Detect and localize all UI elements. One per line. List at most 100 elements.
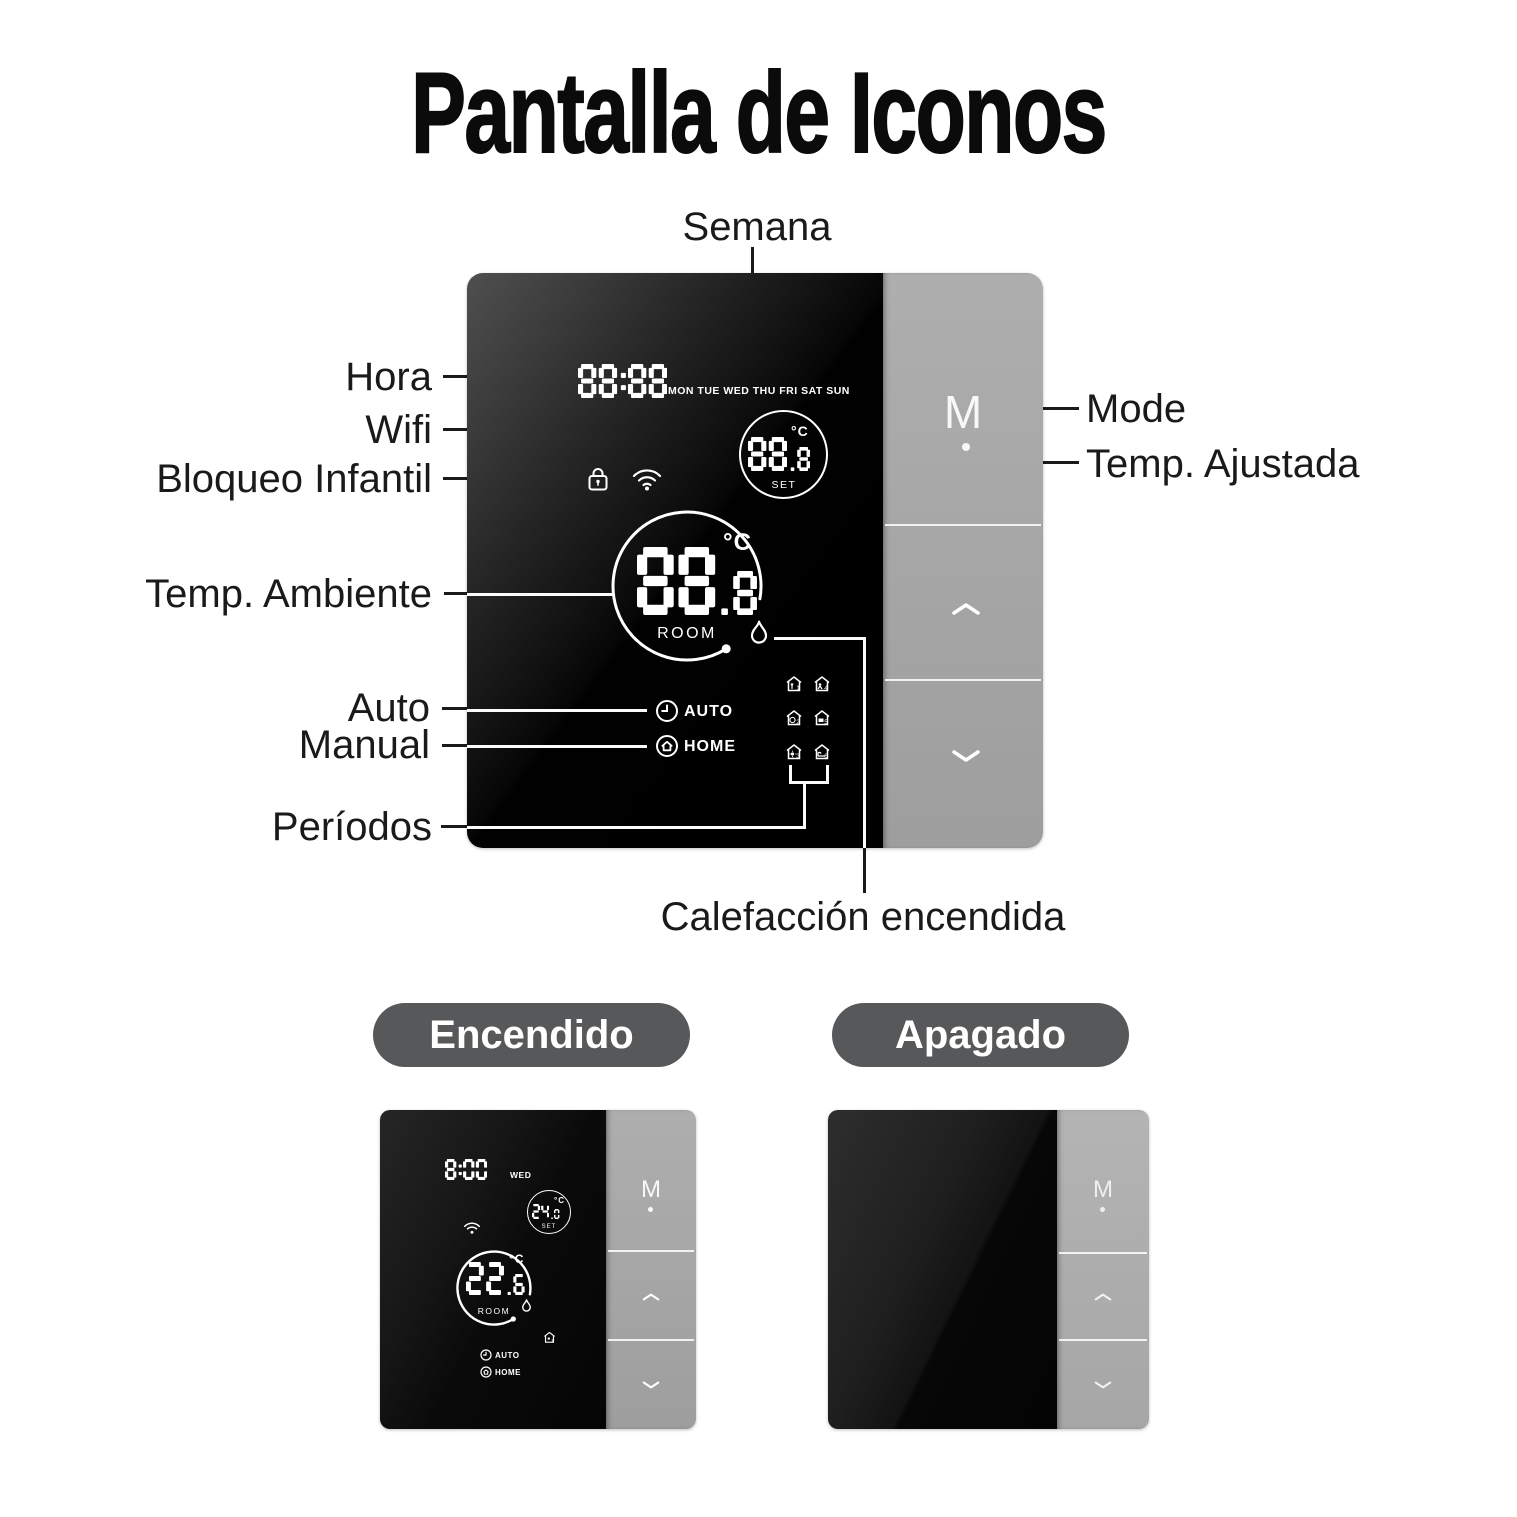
auto-mode-label: AUTO xyxy=(684,703,734,720)
on-auto-clock-icon xyxy=(480,1349,492,1361)
up-button-icon xyxy=(951,601,981,617)
callout-hora: Hora xyxy=(345,355,432,399)
wifi-icon xyxy=(631,465,663,491)
period-icon-2: 2 xyxy=(785,709,803,727)
callout-bloqueo-infantil: Bloqueo Infantil xyxy=(156,457,432,501)
on-thermostat-screen: WED °C SET °C ROOM 1 xyxy=(380,1110,606,1429)
room-temp-decimal xyxy=(720,571,757,615)
on-wifi-icon xyxy=(463,1220,481,1235)
on-week-day: WED xyxy=(510,1170,532,1180)
room-temp-unit: °C xyxy=(723,529,752,556)
panel-divider xyxy=(885,524,1041,526)
svg-text:2: 2 xyxy=(796,719,800,726)
off-mode-button-dot xyxy=(1100,1207,1105,1212)
period-icon-4: 4 xyxy=(813,675,831,693)
panel-divider xyxy=(1059,1339,1147,1341)
on-room-temp-display xyxy=(466,1262,504,1295)
room-temp-display xyxy=(637,547,716,615)
off-button-panel: M xyxy=(1057,1110,1149,1429)
home-mode-label: HOME xyxy=(684,738,736,755)
on-set-temp-decimal xyxy=(551,1209,560,1219)
pointer-line-periodos-bracket-r xyxy=(826,765,829,782)
period-icon-1: 1 xyxy=(785,675,803,693)
auto-clock-icon xyxy=(655,699,679,723)
room-temp-arc xyxy=(609,508,765,664)
home-icon xyxy=(655,734,679,758)
flame-icon xyxy=(747,620,771,648)
callout-manual: Manual xyxy=(298,723,430,767)
room-label: ROOM xyxy=(657,625,717,642)
pointer-line-temp-ambiente xyxy=(444,592,468,595)
svg-text:4: 4 xyxy=(824,685,828,692)
on-period-icon: 1 xyxy=(543,1331,556,1344)
pointer-line-periodos-bracket xyxy=(789,781,829,784)
pointer-line-temp-ambiente-in xyxy=(467,593,613,596)
callout-calefaccion: Calefacción encendida xyxy=(660,895,1066,939)
on-clock-display xyxy=(445,1159,488,1180)
set-temp-decimal xyxy=(790,447,811,471)
svg-text:1: 1 xyxy=(551,1338,554,1343)
off-up-button-icon xyxy=(1094,1292,1112,1302)
off-mode-button: M xyxy=(1093,1176,1113,1203)
main-thermostat: MON TUE WED THU FRI SAT SUN °C SET °C RO… xyxy=(467,273,1043,848)
pointer-line-periodos xyxy=(441,825,468,828)
period-icon-5: 5 xyxy=(813,709,831,727)
period-icon-6: 6 xyxy=(813,743,831,761)
main-thermostat-screen: MON TUE WED THU FRI SAT SUN °C SET °C RO… xyxy=(467,273,883,848)
main-button-panel: M xyxy=(883,273,1043,848)
on-set-label: SET xyxy=(541,1224,557,1230)
callout-auto: Auto xyxy=(347,686,430,730)
week-days: MON TUE WED THU FRI SAT SUN xyxy=(668,385,850,397)
on-button-panel: M xyxy=(606,1110,696,1429)
set-temp-display xyxy=(748,437,788,471)
svg-text:3: 3 xyxy=(796,753,800,760)
panel-divider xyxy=(608,1250,694,1252)
period-icon-3: 3 xyxy=(785,743,803,761)
panel-divider xyxy=(608,1339,694,1341)
callout-semana: Semana xyxy=(682,205,832,249)
panel-divider xyxy=(885,679,1041,681)
pointer-line-periodos-stem xyxy=(803,783,806,828)
pointer-line-auto xyxy=(442,707,468,710)
state-badge-off: Apagado xyxy=(832,1003,1129,1067)
mode-button: M xyxy=(943,386,983,438)
child-lock-icon xyxy=(588,467,608,491)
callout-temp-ambiente: Temp. Ambiente xyxy=(145,572,432,616)
off-thermostat: M xyxy=(828,1110,1149,1429)
pointer-line-manual-in xyxy=(467,745,647,748)
on-mode-button-dot xyxy=(648,1207,653,1212)
panel-divider xyxy=(1059,1252,1147,1254)
set-temp-circle xyxy=(739,410,828,499)
callout-periodos: Períodos xyxy=(271,805,432,849)
set-label: SET xyxy=(771,479,797,491)
off-down-button-icon xyxy=(1094,1380,1112,1390)
mode-button-dot xyxy=(962,443,970,451)
on-flame-icon xyxy=(520,1299,533,1314)
pointer-line-calefaccion-h xyxy=(774,637,865,640)
on-room-temp-decimal xyxy=(507,1274,525,1295)
on-auto-label: AUTO xyxy=(495,1351,520,1360)
svg-text:1: 1 xyxy=(796,685,800,692)
svg-text:5: 5 xyxy=(824,719,828,726)
off-thermostat-screen xyxy=(828,1110,1057,1429)
callout-temp-ajustada: Temp. Ajustada xyxy=(1086,442,1360,486)
svg-text:6: 6 xyxy=(824,753,828,760)
pointer-line-auto-in xyxy=(467,709,647,712)
on-home-label: HOME xyxy=(495,1368,521,1377)
pointer-line-periodos-in xyxy=(467,826,806,829)
page-title: Pantalla de Iconos xyxy=(410,49,1108,178)
on-mode-button: M xyxy=(641,1176,661,1203)
pointer-line-calefaccion-v xyxy=(863,637,866,848)
callout-mode: Mode xyxy=(1086,387,1187,431)
on-room-label: ROOM xyxy=(477,1306,511,1316)
on-room-temp-arc xyxy=(455,1249,533,1327)
pointer-line-manual xyxy=(442,744,468,747)
pointer-line-periodos-bracket-l xyxy=(789,765,792,782)
down-button-icon xyxy=(951,748,981,764)
on-set-temp-circle xyxy=(527,1190,571,1234)
on-room-temp-unit: °C xyxy=(509,1252,525,1266)
set-temp-unit: °C xyxy=(791,423,809,439)
pointer-line-calefaccion-out xyxy=(863,848,866,893)
on-set-temp-display xyxy=(532,1204,550,1219)
